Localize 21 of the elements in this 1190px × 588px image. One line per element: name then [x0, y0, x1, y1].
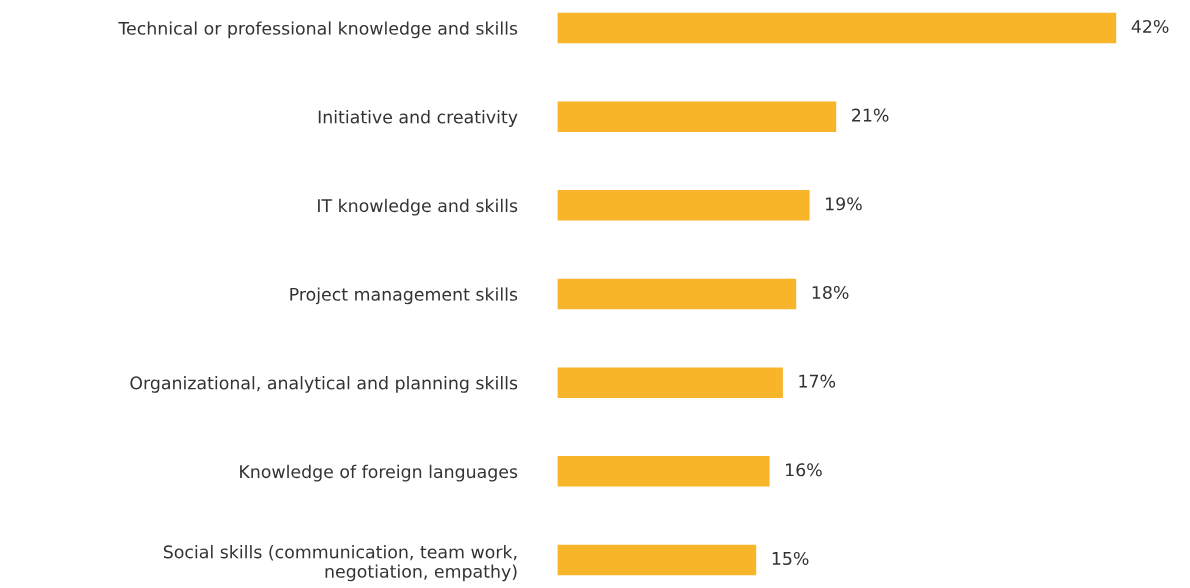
data-label: 17% [799, 374, 836, 388]
y-tick-label: Social skills (communication, team work, negotiation, empathy) [163, 544, 517, 582]
y-tick-label: Initiative and creativity [318, 110, 518, 127]
data-label: 15% [772, 551, 809, 566]
y-tick-label: IT knowledge and skills [318, 198, 518, 216]
data-label: 16% [786, 463, 822, 477]
data-label: 19% [826, 197, 862, 211]
bar [556, 188, 811, 222]
y-tick-label: Technical or professional knowledge and skills [118, 21, 518, 39]
y-tick-label: Organizational, analytical and planning skills [130, 376, 518, 393]
data-label: 42% [1131, 19, 1169, 34]
bar [556, 277, 798, 311]
bar [556, 454, 771, 488]
bar [556, 543, 758, 577]
bar [556, 366, 785, 400]
bar [556, 11, 1118, 45]
y-tick-label: Knowledge of foreign languages [240, 464, 518, 482]
bar [556, 100, 838, 134]
y-tick-label: Project management skills [290, 287, 518, 305]
data-label: 21% [852, 108, 889, 122]
data-label: 18% [812, 285, 849, 300]
